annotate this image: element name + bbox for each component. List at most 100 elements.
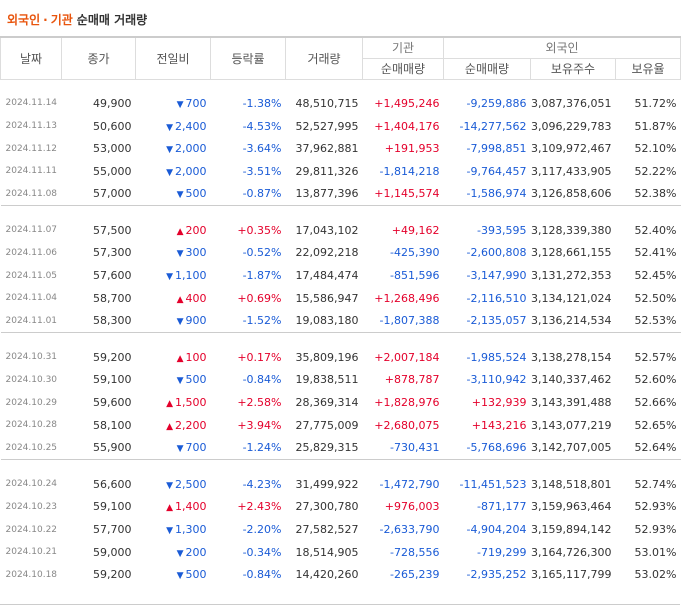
cell-close: 58,100 [93,418,132,432]
change-value: 300 [185,246,207,260]
change-value: 700 [185,96,207,110]
cell-close: 57,700 [93,523,132,537]
cell-rate: -3.51% [242,164,282,178]
cell-institution-net: +1,268,496 [374,291,440,305]
cell-foreign-ratio: 51.72% [634,96,677,110]
cell-institution-net: -851,596 [390,269,440,283]
change-value: 200 [185,545,207,559]
cell-close: 59,000 [93,545,132,559]
header-foreign-ratio: 보유율 [615,57,681,80]
cell-close: 59,600 [93,396,132,410]
cell-date: 2024.11.05 [5,270,58,281]
header-foreign-net: 순매매량 [443,57,531,80]
cell-close: 58,300 [93,314,132,328]
cell-volume: 17,043,102 [295,223,359,237]
cell-rate: -4.53% [242,119,282,133]
cell-foreign-ratio: 52.53% [634,314,677,328]
cell-date: 2024.10.18 [5,569,58,580]
cell-close: 57,300 [93,246,132,260]
cell-date: 2024.11.12 [5,143,58,154]
cell-foreign-ratio: 52.50% [634,291,677,305]
cell-institution-net: -1,807,388 [379,314,440,328]
cell-rate: +2.58% [237,396,282,410]
down-triangle-icon: ▼ [176,548,184,559]
cell-rate: -1.38% [242,96,282,110]
cell-foreign-ratio: 52.66% [634,396,677,410]
cell-change: ▼ 700 [136,437,211,460]
cell-foreign-holdings: 3,138,278,154 [531,350,612,364]
cell-institution-net: -1,814,218 [379,164,440,178]
cell-date: 2024.11.14 [5,98,58,109]
cell-rate: -0.34% [242,545,282,559]
change-value: 700 [185,441,207,455]
up-triangle-icon: ▲ [176,294,184,305]
cell-volume: 19,083,180 [295,314,359,328]
down-triangle-icon: ▼ [166,526,173,537]
cell-foreign-net: -3,147,990 [466,269,527,283]
cell-volume: 27,300,780 [295,500,359,514]
cell-close: 59,100 [93,373,132,387]
cell-foreign-ratio: 52.22% [634,164,677,178]
group-separator [0,459,681,460]
down-triangle-icon: ▼ [166,122,173,133]
cell-volume: 22,092,218 [295,246,359,260]
change-value: 400 [185,291,207,305]
cell-date: 2024.11.11 [5,166,58,177]
cell-foreign-net: -7,998,851 [466,142,527,156]
change-value: 2,400 [175,119,207,133]
change-value: 1,400 [175,500,207,514]
cell-change: ▼ 2,000 [136,160,211,183]
cell-volume: 17,484,474 [295,269,359,283]
cell-rate: -3.64% [242,142,282,156]
table-row: 2024.10.28 58,100 ▲ 2,200 +3.94% 27,775,009 +2… [1,414,681,437]
cell-foreign-holdings: 3,096,229,783 [531,119,612,133]
cell-foreign-net: +132,939 [471,396,527,410]
cell-foreign-ratio: 53.02% [634,568,677,582]
cell-change: ▲ 1,500 [136,391,211,414]
cell-change: ▼ 200 [136,541,211,564]
cell-rate: +0.35% [237,223,282,237]
cell-foreign-ratio: 51.87% [634,119,677,133]
table-row: 2024.11.05 57,600 ▼ 1,100 -1.87% 17,484,474 -8… [1,264,681,287]
cell-volume: 27,775,009 [295,418,359,432]
cell-rate: -0.84% [242,568,282,582]
cell-rate: +2.43% [237,500,282,514]
title-net-volume: 순매매 거래량 [76,13,148,27]
cell-foreign-holdings: 3,164,726,300 [531,545,612,559]
cell-close: 59,200 [93,568,132,582]
cell-close: 57,500 [93,223,132,237]
cell-change: ▲ 2,200 [136,414,211,437]
group-separator [0,332,681,333]
cell-change: ▼ 2,400 [136,115,211,138]
table-row: 2024.11.01 58,300 ▼ 900 -1.52% 19,083,180 -1,8… [1,310,681,333]
cell-rate: -1.24% [242,441,282,455]
change-value: 200 [185,223,207,237]
cell-institution-net: +2,680,075 [374,418,440,432]
cell-change: ▼ 900 [136,310,211,333]
table-row: 2024.10.18 59,200 ▼ 500 -0.84% 14,420,260 -265… [1,564,681,587]
cell-close: 57,000 [93,187,132,201]
cell-foreign-holdings: 3,128,661,155 [531,246,612,260]
table-row: 2024.11.14 49,900 ▼ 700 -1.38% 48,510,715 +1,4… [1,92,681,115]
cell-close: 59,100 [93,500,132,514]
cell-date: 2024.10.28 [5,420,58,431]
cell-institution-net: +191,953 [384,142,440,156]
header-institution-net: 순매매량 [362,57,444,80]
cell-volume: 52,527,995 [295,119,359,133]
cell-close: 58,700 [93,291,132,305]
up-triangle-icon: ▲ [176,226,184,237]
change-value: 500 [185,373,207,387]
header-change: 전일비 [135,36,211,80]
cell-date: 2024.10.31 [5,352,58,363]
cell-close: 59,200 [93,350,132,364]
cell-date: 2024.10.21 [5,547,58,558]
cell-foreign-holdings: 3,109,972,467 [531,142,612,156]
cell-foreign-net: -5,768,696 [466,441,527,455]
cell-foreign-net: +143,216 [471,418,527,432]
cell-date: 2024.10.24 [5,479,58,490]
down-triangle-icon: ▼ [176,444,184,455]
cell-rate: -0.87% [242,187,282,201]
down-triangle-icon: ▼ [166,145,173,156]
table-row: 2024.10.29 59,600 ▲ 1,500 +2.58% 28,369,314 +1… [1,391,681,414]
cell-foreign-ratio: 52.57% [634,350,677,364]
